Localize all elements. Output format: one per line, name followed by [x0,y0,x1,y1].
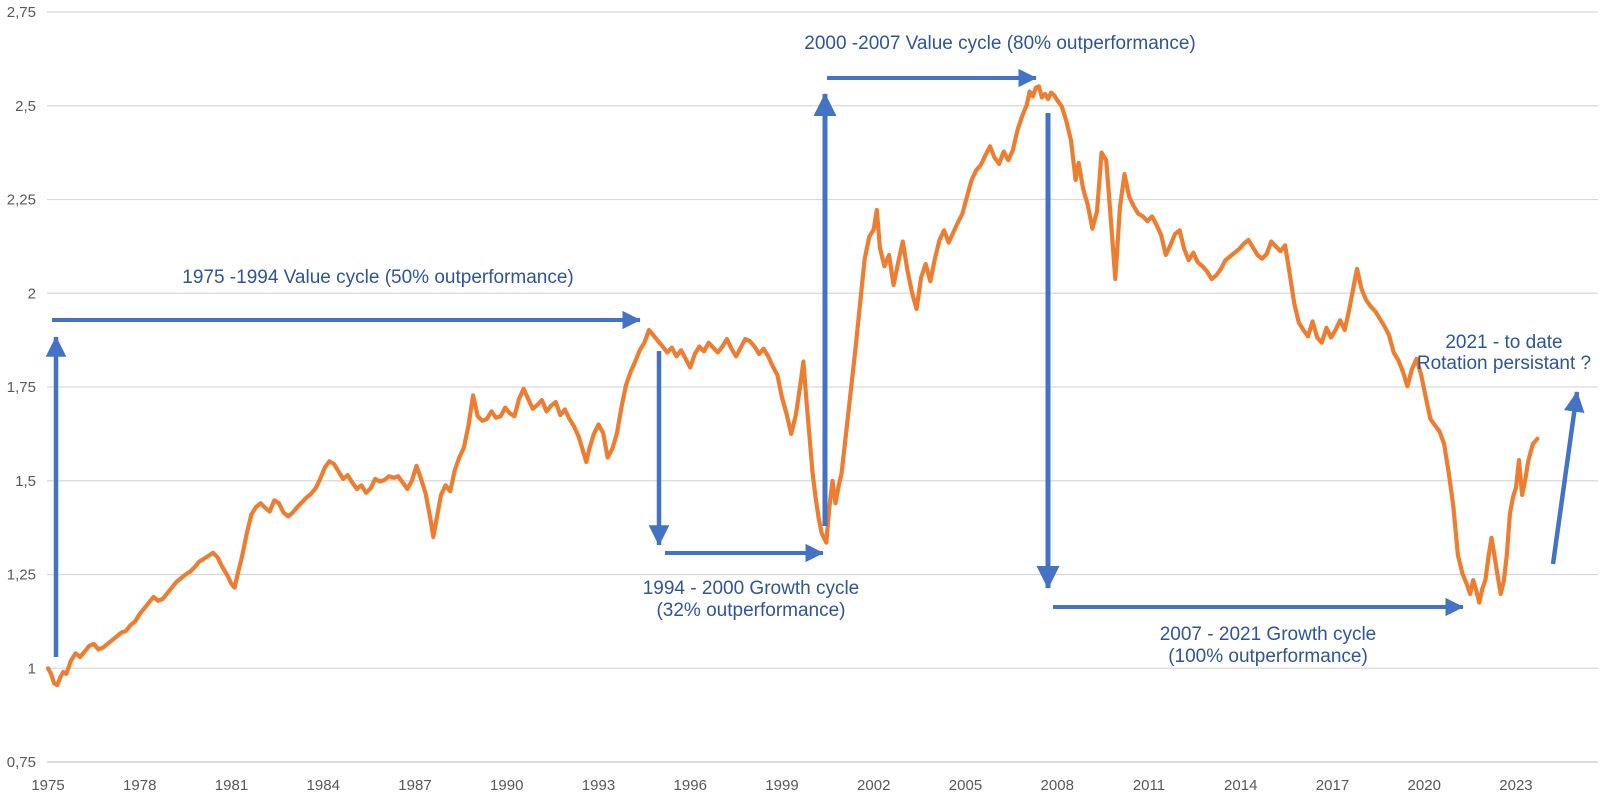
y-axis-labels: 0,75 1 1,25 1,5 1,75 2 2,25 2,5 2,75 [7,4,36,771]
rotation-2021-to-date-line-2: Rotation persistant ? [1417,353,1591,374]
x-tick-label-2005: 2005 [949,777,982,794]
x-tick-label-1993: 1993 [582,777,615,794]
x-tick-label-2014: 2014 [1224,777,1257,794]
x-tick-label-1981: 1981 [215,777,248,794]
y-tick-label-1,75: 1,75 [7,379,36,396]
y-tick-label-2,75: 2,75 [7,4,36,21]
arrow-rotation-2021 [1550,391,1585,565]
annotation-arrows [45,68,1585,657]
y-tick-label-1,5: 1,5 [15,473,36,490]
y-tick-label-1,25: 1,25 [7,567,36,584]
y-tick-label-2: 2 [28,285,36,302]
x-tick-label-2008: 2008 [1041,777,1074,794]
y-tick-label-2,25: 2,25 [7,192,36,209]
y-tick-label-1: 1 [28,660,36,677]
growth-cycle-2007-2021-line-1: 2007 - 2021 Growth cycle [1160,624,1377,645]
annotation-texts: 1975 -1994 Value cycle (50% outperforman… [182,33,1591,667]
y-tick-label-2,5: 2,5 [15,98,36,115]
x-tick-label-1978: 1978 [123,777,156,794]
value-cycle-1975-1994-line-1: 1975 -1994 Value cycle (50% outperforman… [182,267,574,288]
x-tick-label-1996: 1996 [674,777,707,794]
x-tick-label-1975: 1975 [31,777,64,794]
x-tick-label-1990: 1990 [490,777,523,794]
x-tick-label-1984: 1984 [307,777,340,794]
growth-cycle-1994-2000-line-1: 1994 - 2000 Growth cycle [643,578,860,599]
value-vs-growth-relative-performance-line [45,84,1540,688]
x-tick-label-2023: 2023 [1499,777,1532,794]
x-tick-label-2011: 2011 [1133,777,1165,794]
x-axis-labels: 1975 1978 1981 1984 1987 1990 1993 1996 1999 2002… [31,777,1532,794]
rotation-2021-to-date-line-1: 2021 - to date [1445,332,1562,353]
y-tick-label-0,75: 0,75 [7,754,36,771]
x-tick-label-2017: 2017 [1316,777,1349,794]
growth-cycle-2007-2021-line-2: (100% outperformance) [1168,646,1368,667]
growth-cycle-1994-2000-line-2: (32% outperformance) [656,600,845,621]
x-tick-label-2002: 2002 [857,777,890,794]
value-cycle-2000-2007-line-1: 2000 -2007 Value cycle (80% outperforman… [804,33,1196,54]
x-tick-label-1987: 1987 [398,777,431,794]
x-tick-label-2020: 2020 [1408,777,1441,794]
x-tick-label-1999: 1999 [765,777,798,794]
